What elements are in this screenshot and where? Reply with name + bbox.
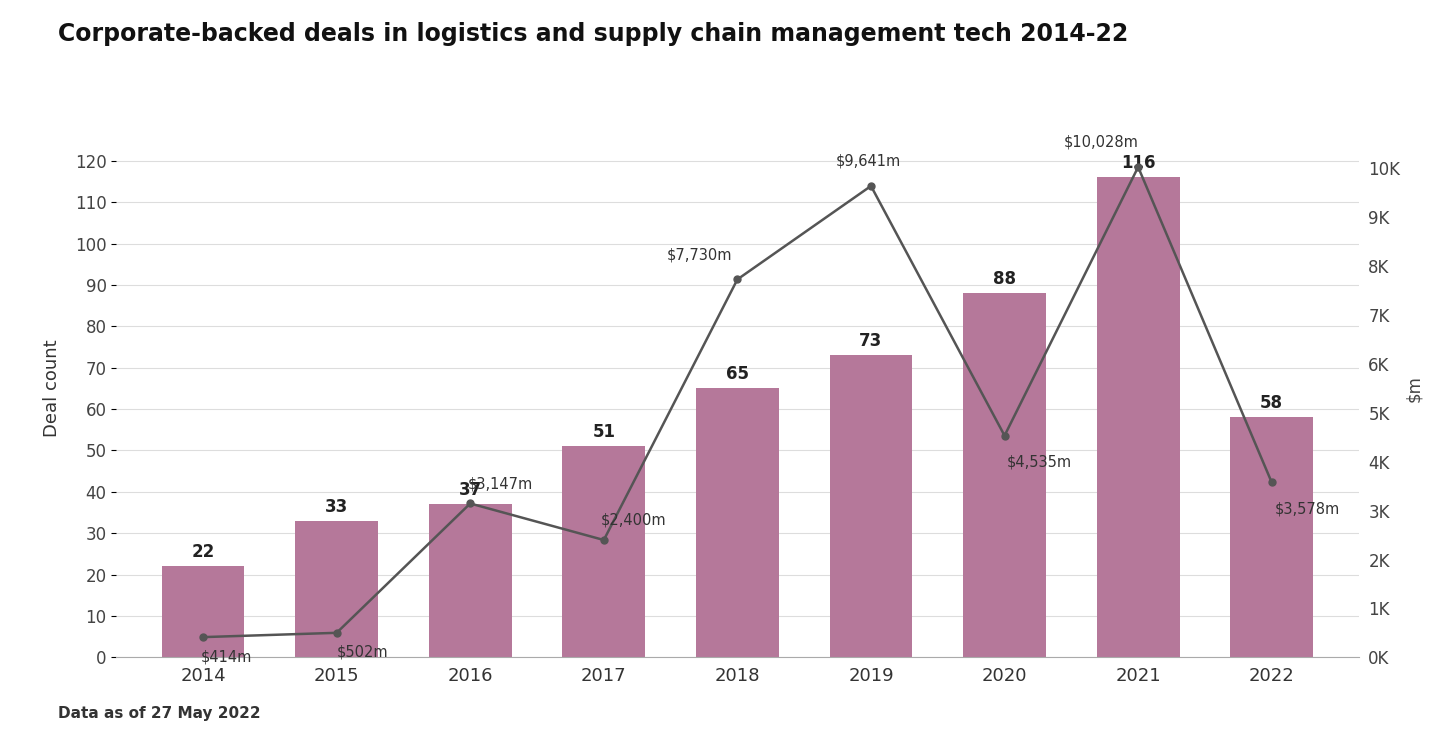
Text: $502m: $502m <box>337 645 388 660</box>
Bar <box>295 521 378 657</box>
Text: $414m: $414m <box>201 649 251 664</box>
Text: 58: 58 <box>1260 394 1283 412</box>
Text: 88: 88 <box>992 270 1016 288</box>
Text: $4,535m: $4,535m <box>1007 455 1072 470</box>
Text: $2,400m: $2,400m <box>602 512 667 528</box>
Bar <box>696 388 779 657</box>
Y-axis label: $m: $m <box>1405 375 1422 402</box>
Bar <box>161 566 244 657</box>
Text: $9,641m: $9,641m <box>835 154 901 169</box>
Bar <box>429 504 511 657</box>
Text: Corporate-backed deals in logistics and supply chain management tech 2014-22: Corporate-backed deals in logistics and … <box>58 22 1129 46</box>
Bar <box>1097 178 1180 657</box>
Bar <box>963 294 1046 657</box>
Text: $3,147m: $3,147m <box>468 477 533 492</box>
Text: $3,578m: $3,578m <box>1274 502 1340 517</box>
Text: 116: 116 <box>1120 155 1155 173</box>
Text: 73: 73 <box>859 332 882 350</box>
Text: 51: 51 <box>593 424 615 441</box>
Y-axis label: Deal count: Deal count <box>44 340 61 437</box>
Text: Data as of 27 May 2022: Data as of 27 May 2022 <box>58 706 260 721</box>
Text: 37: 37 <box>459 481 482 499</box>
Text: $7,730m: $7,730m <box>667 247 732 262</box>
Text: 33: 33 <box>325 498 349 516</box>
Bar <box>1231 418 1314 657</box>
Bar <box>830 356 912 657</box>
Text: 22: 22 <box>192 543 215 562</box>
Text: 65: 65 <box>726 365 748 383</box>
Bar <box>562 447 645 657</box>
Text: $10,028m: $10,028m <box>1064 135 1138 150</box>
